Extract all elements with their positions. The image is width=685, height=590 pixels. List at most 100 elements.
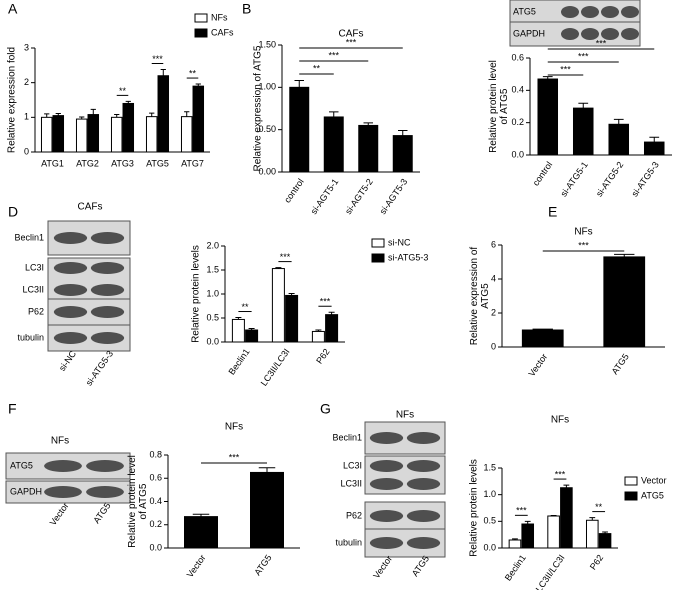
significance: ** (313, 63, 321, 73)
x-tick-label: P62 (588, 553, 605, 572)
legend-label: NFs (211, 12, 228, 22)
y-tick-label: 0 (491, 341, 496, 351)
x-tick-label: si-AGT5-2 (343, 177, 375, 216)
y-tick-label: 0.2 (511, 117, 524, 127)
error-bar (363, 122, 373, 126)
significance: *** (516, 506, 527, 516)
blot-band (621, 6, 639, 18)
y-tick-label: 0.50 (258, 124, 276, 134)
error-bar (329, 111, 339, 117)
error-bar (578, 102, 589, 109)
panel-label: A (8, 1, 18, 17)
bar (311, 330, 325, 343)
blot-band (53, 284, 88, 296)
blot-band (53, 262, 88, 274)
blot-band (90, 262, 125, 274)
bar (122, 102, 135, 153)
lane-label: si-NC (57, 348, 78, 373)
error-bar (288, 293, 295, 296)
y-axis-label: of ATG5 (138, 483, 149, 519)
bar (250, 471, 284, 549)
chart-title: NFs (225, 422, 243, 433)
y-axis-label: Relative protein levels (469, 459, 480, 557)
bar (521, 329, 564, 348)
x-tick-label: ATG2 (76, 158, 99, 168)
bar (508, 539, 522, 549)
blot-band (369, 537, 404, 549)
lane-label: si-ATG5-3 (84, 349, 115, 388)
panel-label: G (320, 401, 331, 417)
bar (323, 116, 344, 173)
y-tick-label: 0.00 (258, 166, 276, 176)
error-bar (192, 513, 210, 517)
bar (271, 268, 285, 343)
y-tick-label: 1.50 (258, 39, 276, 49)
bar (521, 523, 535, 549)
x-tick-label: ATG5 (146, 158, 169, 168)
blot-band (601, 6, 619, 18)
significance: *** (346, 37, 357, 47)
bar (547, 515, 560, 549)
legend-swatch (371, 253, 385, 263)
bar (560, 487, 573, 549)
blot-band (44, 486, 82, 498)
blot-row-label: LC3I (25, 262, 44, 272)
blot-band (561, 28, 579, 40)
error-bar (550, 514, 557, 516)
legend-swatch (624, 476, 638, 486)
x-tick-label: P62 (314, 347, 331, 366)
error-bar (328, 311, 335, 315)
legend-label: ATG5 (641, 490, 664, 500)
blot-row-label: tubulin (17, 332, 44, 342)
blot-band (561, 6, 579, 18)
blot-title: CAFs (78, 202, 103, 213)
bar (608, 123, 630, 156)
x-tick-label: si-ATG5-2 (594, 160, 625, 199)
error-bar (589, 517, 596, 521)
blot-row-label: P62 (28, 306, 44, 316)
blot-band (621, 28, 639, 40)
y-tick-label: 0.8 (149, 449, 162, 459)
y-axis-label: Relative expression of ATG5 (253, 45, 264, 171)
bar (52, 115, 65, 153)
bar (184, 516, 218, 549)
x-tick-label: si-ATG5-1 (559, 160, 590, 199)
blot-row-label: P62 (346, 510, 362, 520)
x-tick-label: control (282, 177, 306, 205)
y-tick-label: 2.0 (206, 240, 219, 250)
legend-label: si-NC (388, 237, 411, 247)
error-bar (275, 267, 282, 269)
x-tick-label: ATG3 (111, 158, 134, 168)
y-tick-label: 0.5 (483, 516, 496, 526)
legend-label: Vector (641, 475, 667, 485)
error-bar (125, 100, 131, 104)
bar (289, 86, 310, 173)
error-bar (512, 538, 518, 540)
y-tick-label: 0.4 (511, 85, 524, 95)
blot-band (369, 478, 404, 490)
legend-label: si-ATG5-3 (388, 252, 428, 262)
legend-swatch (194, 28, 208, 38)
y-tick-label: 4 (491, 273, 496, 283)
legend-swatch (624, 491, 638, 501)
significance: *** (555, 469, 566, 479)
blot-band (90, 332, 125, 344)
blot-band (53, 232, 88, 244)
blot-row-label: LC3I (343, 460, 362, 470)
x-tick-label: LC3II/LC3I (534, 553, 567, 590)
chart-title: CAFs (339, 29, 364, 40)
y-axis-label: of ATG5 (499, 88, 510, 124)
y-tick-label: 1.5 (483, 462, 496, 472)
error-bar (184, 111, 190, 117)
bar (157, 75, 170, 153)
legend-label: CAFs (211, 27, 234, 37)
bar (75, 118, 88, 153)
y-tick-label: 1 (24, 112, 29, 122)
blot-row-label: Beclin1 (332, 432, 362, 442)
significance: ** (189, 68, 197, 78)
blot-band (581, 6, 599, 18)
blot-band (90, 306, 125, 318)
y-tick-label: 6 (491, 239, 496, 249)
bar (358, 124, 379, 173)
